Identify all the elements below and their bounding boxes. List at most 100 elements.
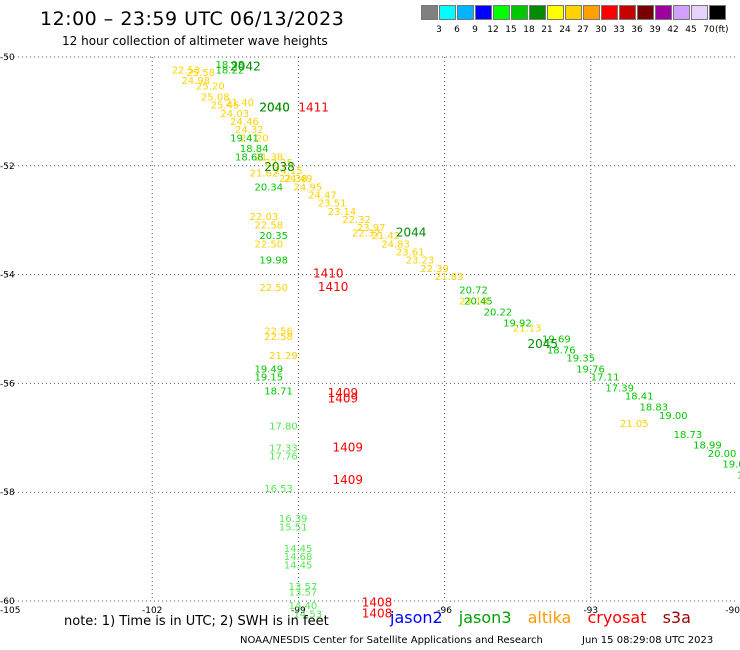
pass-time-label: 2044 (396, 226, 427, 240)
wave-height-label: 25.08 (201, 93, 230, 104)
sat-altika-label: altika (527, 608, 572, 627)
wave-height-label: 23.51 (318, 199, 347, 210)
wave-height-label: 16.39 (279, 514, 308, 525)
wave-height-label: 21.05 (620, 419, 649, 430)
wave-height-label: 14.45 (284, 544, 313, 555)
wave-height-label: 25.20 (196, 82, 225, 93)
wave-height-label: 22.50 (259, 283, 288, 294)
wave-height-label: 17.80 (269, 422, 298, 433)
wave-height-label: 20.35 (259, 231, 288, 242)
wave-height-label: 17.11 (591, 373, 620, 384)
color-scale-label: 6 (454, 25, 460, 35)
wave-height-label: 17.76 (269, 452, 298, 463)
color-scale-label: 12 (487, 25, 499, 35)
wave-height-label: 20.22 (484, 307, 513, 318)
wave-height-label: 21.42 (372, 231, 401, 242)
wave-height-label: 17.33 (269, 443, 298, 454)
wave-height-label: 24.03 (220, 109, 249, 120)
sat-s3a-label: s3a (662, 608, 691, 627)
wave-height-label: 22.35 (264, 158, 293, 169)
wave-height-label: 23.61 (396, 248, 425, 259)
wave-height-label: 21.29 (269, 351, 298, 362)
wave-height-label: 21.38 (255, 152, 284, 163)
color-swatch (619, 5, 636, 20)
footnote: note: 1) Time is in UTC; 2) SWH is in fe… (64, 614, 329, 629)
wave-height-label: 24.49 (284, 174, 313, 185)
color-swatch (691, 5, 708, 20)
color-swatch (457, 5, 474, 20)
wave-height-label: 18.98 (216, 60, 245, 71)
pass-time-label: 1410 (318, 280, 349, 294)
wave-height-label: 14.68 (284, 552, 313, 563)
sat-jason2-label: jason2 (390, 608, 443, 627)
y-tick-label: -58 (0, 488, 15, 498)
color-scale-label: 27 (577, 25, 589, 35)
wave-height-label: 22.50 (255, 239, 284, 250)
color-scale-unit: (ft) (715, 25, 729, 35)
wave-height-label: 18.41 (625, 392, 654, 403)
wave-height-label: 14.53 (294, 609, 323, 620)
wave-height-label: 19.69 (542, 335, 571, 346)
generated-timestamp: Jun 15 08:29:08 UTC 2023 (582, 635, 714, 646)
wave-height-label: 22.58 (264, 332, 293, 343)
color-swatch (421, 5, 438, 20)
wave-height-label: 24.32 (235, 125, 264, 136)
wave-height-label: 19.35 (566, 354, 595, 365)
wave-height-label: 25.45 (211, 101, 240, 112)
wave-height-label: 16.53 (264, 484, 293, 495)
pass-time-label: 2042 (230, 60, 261, 74)
wave-height-label: 23.14 (328, 207, 357, 218)
wave-height-label: 19.09 (722, 460, 740, 471)
color-swatch (565, 5, 582, 20)
wave-height-label: 19.98 (259, 256, 288, 267)
pass-time-label: 1409 (328, 391, 359, 405)
wave-height-label: 13.57 (289, 582, 318, 593)
page-subtitle: 12 hour collection of altimeter wave hei… (62, 34, 328, 48)
wave-height-label: 24.95 (294, 182, 323, 193)
x-tick-label: -105 (0, 606, 20, 616)
color-scale-label: 15 (505, 25, 517, 35)
wave-height-label: 24.18 (459, 297, 488, 308)
wave-height-label: 18.84 (240, 144, 269, 155)
wave-height-label: 13.57 (289, 588, 318, 599)
wave-height-label: 22.37 (352, 229, 381, 240)
pass-time-label: 1408 (362, 606, 393, 620)
color-swatch (475, 5, 492, 20)
wave-height-label: 20.72 (459, 286, 488, 297)
wave-height-label: 18.22 (216, 65, 245, 76)
color-swatch (601, 5, 618, 20)
wave-height-label: 19.15 (255, 373, 284, 384)
wave-height-label: 18.83 (640, 403, 669, 414)
pass-time-label: 2040 (259, 100, 290, 114)
color-scale-label: 30 (595, 25, 607, 35)
wave-height-label: 15.51 (279, 522, 308, 533)
wave-height-label: 18.68 (235, 152, 264, 163)
color-scale-label: 33 (613, 25, 625, 35)
x-tick-label: -102 (142, 606, 162, 616)
wave-height-label: 23.23 (406, 256, 435, 267)
color-scale-label: 36 (631, 25, 643, 35)
wave-height-label: 20.34 (255, 182, 284, 193)
wave-height-label: 25.58 (186, 68, 215, 79)
wave-height-label: 22.53 (172, 65, 201, 76)
color-scale-label: 70 (703, 25, 715, 35)
pass-time-label: 1408 (362, 595, 393, 609)
wave-height-label: 24.15 (274, 166, 303, 177)
wave-height-label: 18.73 (674, 430, 703, 441)
color-swatch (493, 5, 510, 20)
wave-height-label: 22.56 (264, 326, 293, 337)
satellite-legend: jason2 jason3 altika cryosat s3a (390, 608, 702, 627)
wave-height-label: 22.39 (420, 264, 449, 275)
wave-height-label: 22.03 (250, 212, 279, 223)
y-tick-label: -56 (0, 379, 15, 389)
wave-height-label: 17.39 (605, 384, 634, 395)
sat-cryosat-label: cryosat (587, 608, 647, 627)
y-tick-label: -54 (0, 271, 15, 281)
color-swatch (709, 5, 726, 20)
wave-height-label: 23.97 (357, 223, 386, 234)
wave-height-label: 19.41 (230, 133, 259, 144)
x-tick-label: -96 (437, 606, 452, 616)
wave-height-label: 19.76 (576, 365, 605, 376)
wave-height-label: 21.13 (513, 324, 542, 335)
